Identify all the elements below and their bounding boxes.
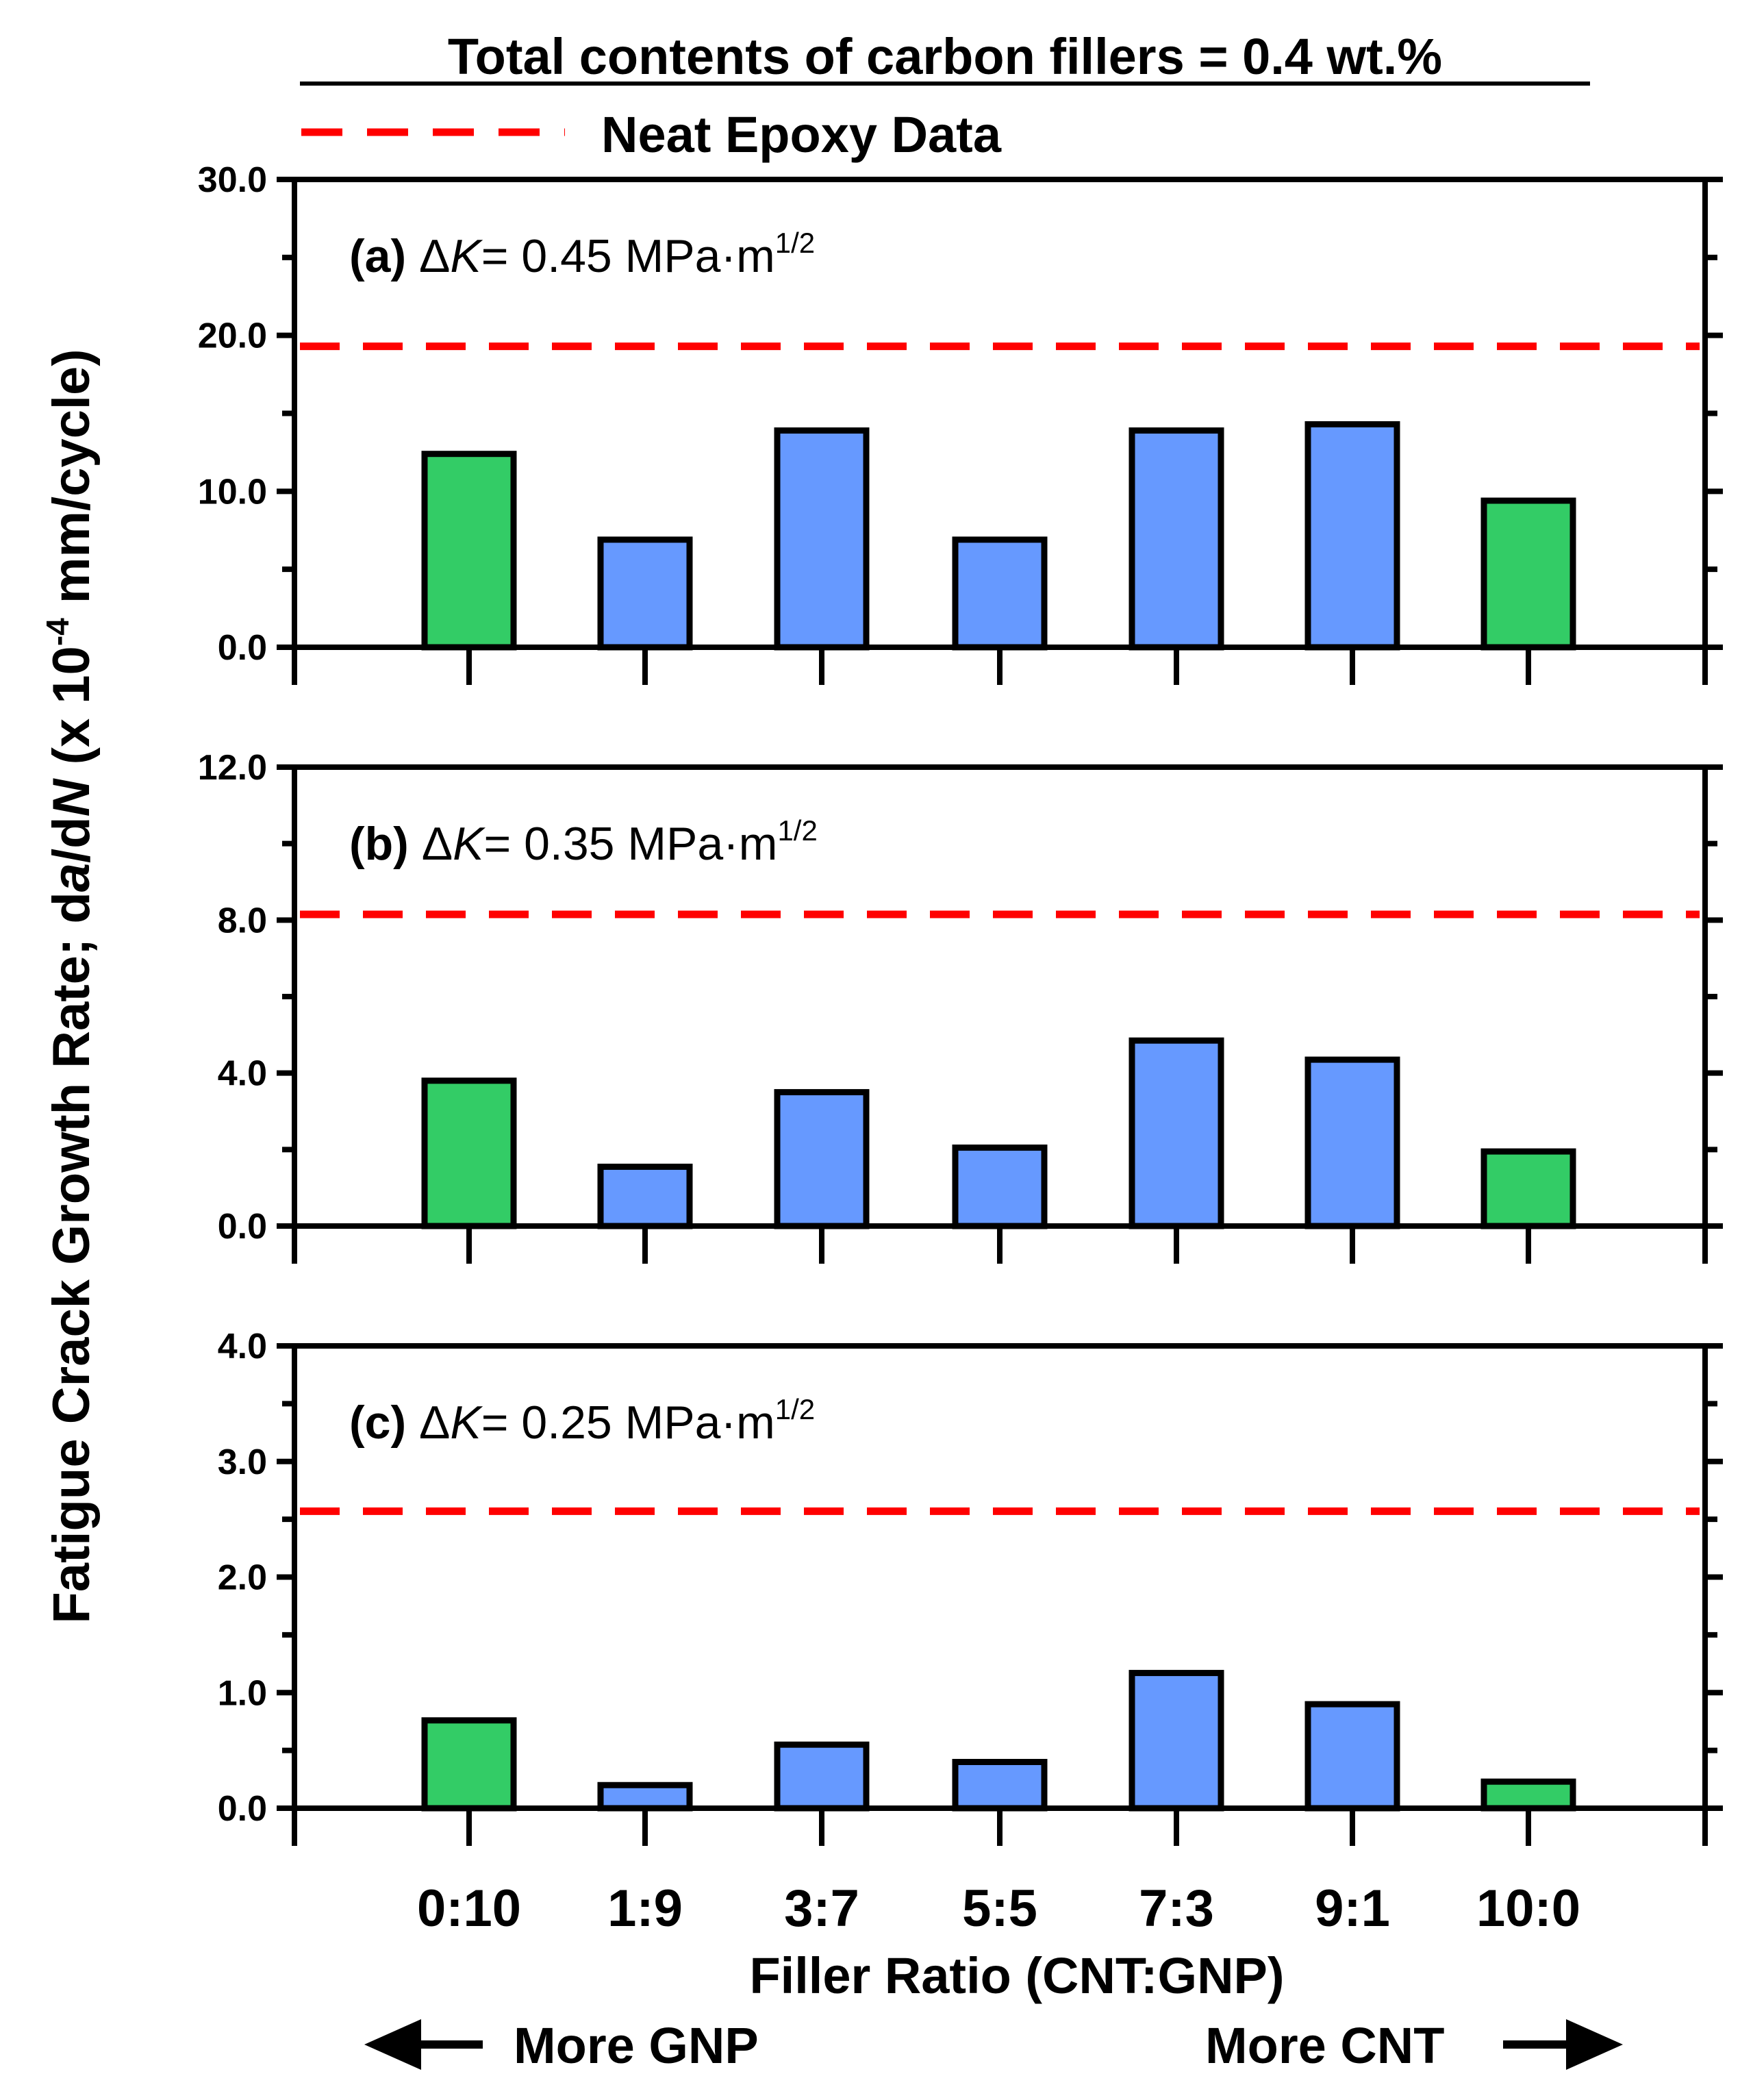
y-tick-label: 0.0	[218, 1207, 267, 1247]
x-tick-label: 0:10	[417, 1879, 521, 1938]
y-tick-label: 4.0	[218, 1054, 267, 1094]
bar-7-3	[1129, 1037, 1224, 1229]
y-tick-label: 30.0	[198, 160, 267, 200]
bar-0-10	[421, 1717, 517, 1812]
ylabel-N: N	[42, 777, 101, 816]
y-axis-label: Fatigue Crack Growth Rate; da/dN (x 10-4…	[40, 349, 101, 1623]
panel-id: (c)	[349, 1397, 419, 1449]
panel-id: (a)	[349, 230, 419, 282]
x-tick-label: 9:1	[1315, 1879, 1390, 1938]
arrow-left-label: More GNP	[514, 2017, 759, 2074]
k-symbol: K	[453, 818, 486, 870]
bar-7-3	[1129, 1670, 1224, 1812]
x-tick-label: 5:5	[962, 1879, 1037, 1938]
bar-1-9	[597, 536, 693, 651]
ylabel-mid: /d	[42, 816, 101, 863]
y-tick-label: 3.0	[218, 1442, 267, 1482]
y-tick-label: 0.0	[218, 628, 267, 668]
y-tick-label: 20.0	[198, 316, 267, 356]
bar-5-5	[952, 1145, 1048, 1229]
y-tick-label: 8.0	[218, 901, 267, 940]
panel-a: 0.0 10.0 20.0 30.0 (a) ΔK= 0.45 MPa·m1/2	[198, 160, 1723, 685]
delta-k-value: = 0.35 MPa·m	[484, 818, 778, 870]
bar-10-0	[1480, 497, 1576, 651]
bar-7-3	[1129, 427, 1224, 651]
bar-9-1	[1304, 1701, 1400, 1812]
ylabel-exp: -4	[40, 618, 75, 646]
delta-symbol: Δ	[419, 230, 450, 282]
y-tick-label: 4.0	[218, 1327, 267, 1366]
y-tick-label: 1.0	[218, 1673, 267, 1713]
chart-title: Total contents of carbon fillers = 0.4 w…	[448, 28, 1442, 85]
y-tick-label: 0.0	[218, 1789, 267, 1829]
ylabel-prefix: Fatigue Crack Growth Rate; d	[42, 892, 101, 1623]
panel-b: 0.0 4.0 8.0 12.0 (b) ΔK= 0.35 MPa·m1/2	[198, 748, 1723, 1264]
arrow-left-head	[364, 2019, 421, 2070]
delta-k-exponent: 1/2	[775, 1393, 815, 1425]
y-tick-label: 12.0	[198, 748, 267, 788]
arrow-right	[1503, 2019, 1623, 2070]
bar-10-0	[1480, 1148, 1576, 1229]
bar-5-5	[952, 536, 1048, 651]
panel-id: (b)	[349, 818, 422, 870]
panel-annotation: (a) ΔK= 0.45 MPa·m1/2	[349, 227, 815, 282]
arrow-right-head	[1566, 2019, 1623, 2070]
y-tick-label: 10.0	[198, 472, 267, 512]
x-axis-label: Filler Ratio (CNT:GNP)	[749, 1947, 1284, 2004]
delta-k-exponent: 1/2	[777, 814, 817, 847]
bar-9-1	[1304, 1056, 1400, 1229]
bar-10-0	[1480, 1778, 1576, 1812]
bar-0-10	[421, 451, 517, 651]
k-symbol: K	[450, 1397, 483, 1449]
bar-0-10	[421, 1077, 517, 1229]
x-tick-label: 10:0	[1476, 1879, 1580, 1938]
bar-3-7	[774, 427, 870, 651]
k-symbol: K	[450, 230, 483, 282]
arrow-right-label: More CNT	[1205, 2017, 1444, 2074]
bar-3-7	[774, 1089, 870, 1229]
panel-annotation: (b) ΔK= 0.35 MPa·m1/2	[349, 814, 818, 870]
delta-symbol: Δ	[419, 1397, 450, 1449]
y-tick-label: 2.0	[218, 1558, 267, 1598]
bar-1-9	[597, 1782, 693, 1812]
bar-5-5	[952, 1759, 1048, 1812]
delta-symbol: Δ	[422, 818, 453, 870]
panel-c: 0.0 1.0 2.0 3.0 4.0 (c) ΔK= 0.25 MPa·m1/2	[218, 1327, 1723, 1846]
arrow-left	[364, 2019, 483, 2070]
bar-9-1	[1304, 421, 1400, 651]
x-tick-label: 7:3	[1139, 1879, 1214, 1938]
bar-1-9	[597, 1163, 693, 1229]
ylabel-unit-post: mm/cycle)	[42, 349, 101, 618]
x-tick-label: 1:9	[607, 1879, 683, 1938]
ylabel-a: a	[42, 863, 101, 892]
legend-label: Neat Epoxy Data	[601, 106, 1002, 163]
x-tick-label: 3:7	[784, 1879, 859, 1938]
delta-k-value: = 0.45 MPa·m	[481, 230, 775, 282]
delta-k-exponent: 1/2	[775, 227, 815, 259]
panel-annotation: (c) ΔK= 0.25 MPa·m1/2	[349, 1393, 815, 1449]
bar-3-7	[774, 1741, 870, 1812]
panels: 0.010.020.030.0(a) ΔK= 0.45 MPa·m1/20.04…	[198, 160, 1723, 1938]
ylabel-unit-pre: (x 10	[42, 646, 101, 779]
delta-k-value: = 0.25 MPa·m	[481, 1397, 775, 1449]
